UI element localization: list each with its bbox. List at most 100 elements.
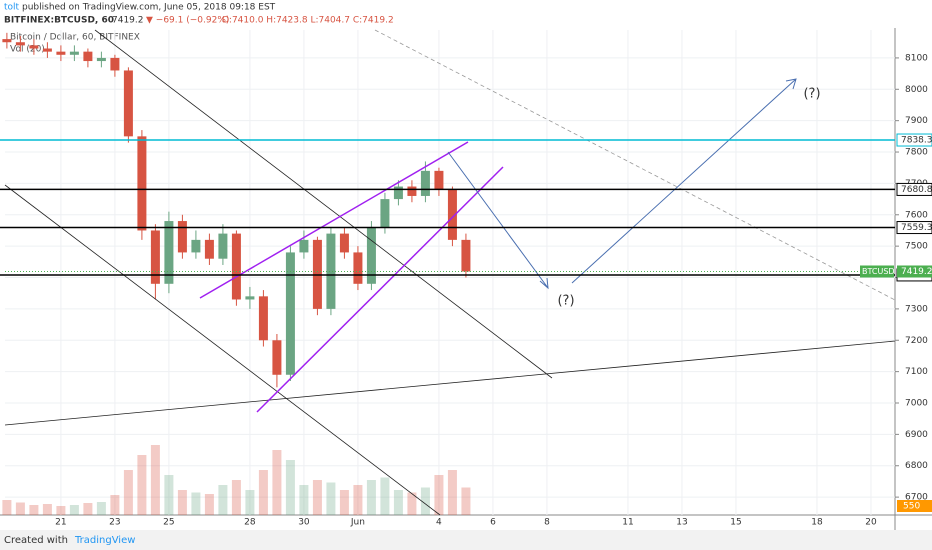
y-tick-label: 7000 [905, 399, 928, 409]
volume-bar [434, 475, 444, 515]
last-price-label: 7419.2 [901, 267, 932, 277]
x-tick-label: 20 [865, 518, 877, 528]
last-price-name-box [860, 265, 894, 278]
volume-bar [110, 495, 120, 515]
candle-body [218, 233, 228, 259]
legend-volume: Vol (20) [10, 45, 45, 55]
volume-bar [326, 482, 336, 515]
candle-body [2, 39, 12, 43]
candle-body [231, 233, 241, 300]
footer-bar [0, 530, 932, 550]
x-tick-label: 8 [544, 518, 550, 528]
volume-bar [83, 503, 93, 515]
volume-bar [69, 505, 79, 515]
trendline [94, 29, 553, 379]
volume-bar [231, 480, 241, 515]
drawings [4, 29, 896, 516]
legend-title: Bitcoin / Dollar, 60, BITFINEX [10, 33, 140, 43]
y-tick-label: 7600 [905, 210, 928, 220]
channel-line [199, 141, 469, 299]
x-tick-label: 21 [55, 518, 66, 528]
symbol: BITFINEX:BTCUSD, 60 [4, 16, 114, 26]
x-tick-label: 23 [109, 518, 120, 528]
y-tick-label: 6700 [905, 493, 928, 503]
candle-body [150, 230, 160, 284]
candle-body [258, 296, 268, 341]
volume-bar [407, 492, 417, 515]
volume-bar [312, 480, 322, 515]
candle-body [42, 48, 52, 52]
candle-body [96, 57, 106, 62]
candle-body [56, 51, 66, 55]
volume-bar [137, 455, 147, 515]
candle-body [353, 252, 363, 284]
arrow [571, 78, 797, 284]
footer-brand: TradingView [74, 535, 135, 546]
volume-bar [123, 470, 133, 515]
volume-bar [164, 475, 174, 515]
volume-bar [393, 490, 403, 515]
annotation: (?) [803, 87, 820, 102]
volume-bar [218, 485, 228, 515]
arrow [447, 151, 549, 290]
header-price: 7419.2 [112, 16, 144, 26]
volume-bar [299, 485, 309, 515]
last-price-name: BTCUSD [862, 267, 895, 276]
level-box [896, 221, 932, 235]
volume-bar [366, 480, 376, 515]
x-tick-label: 4 [436, 518, 442, 528]
x-tick-label: 18 [811, 518, 823, 528]
y-tick-label: 8000 [905, 85, 928, 95]
volume-bar [245, 490, 255, 515]
published: published on TradingView.com, June 05, 2… [22, 3, 276, 13]
volume-bar [447, 470, 457, 515]
y-tick-label: 7500 [905, 242, 928, 252]
volume-bar [420, 487, 430, 515]
y-tick-label: 8100 [905, 53, 928, 63]
x-tick-label: 15 [730, 518, 741, 528]
candle-body [407, 186, 417, 196]
candle-body [326, 233, 336, 309]
author: tolt [4, 3, 20, 13]
level-box [896, 133, 932, 147]
candle-body [285, 252, 295, 375]
y-tick-label: 6900 [905, 430, 928, 440]
candle-body [245, 296, 255, 300]
x-tick-label: 11 [622, 518, 633, 528]
y-tick-label: 6800 [905, 461, 928, 471]
level-box [896, 182, 932, 196]
candle-body [123, 70, 133, 137]
plot [2, 30, 895, 515]
candle-body [461, 239, 471, 272]
volume-bar [461, 487, 471, 515]
candle-body [191, 239, 201, 253]
candle-body [15, 42, 25, 46]
candle-body [380, 199, 390, 228]
footer-created: Created with [4, 535, 68, 546]
candle-body [339, 233, 349, 253]
candle-body [204, 239, 214, 259]
volume-box [897, 500, 932, 512]
candle-body [393, 186, 403, 200]
candle-body [164, 221, 174, 284]
last-price-box [897, 265, 932, 278]
candle-body [420, 170, 430, 196]
volume-label: 550 [903, 502, 920, 512]
candle-body [299, 239, 309, 253]
volume-bar [177, 490, 187, 515]
volume-bar [339, 490, 349, 515]
header-change: ▼ −69.1 (−0.92%) [146, 16, 229, 26]
volume-bar [15, 502, 25, 515]
candle-body [177, 221, 187, 253]
x-tick-label: 13 [676, 518, 687, 528]
volume-bar [150, 445, 160, 515]
volume-bar [380, 477, 390, 515]
volume-bar [42, 504, 52, 515]
candle-body [137, 136, 147, 231]
volume-bar [96, 502, 106, 515]
level-label: 7559.3 [901, 223, 932, 233]
candle-body [83, 51, 93, 62]
volume-bar [29, 505, 39, 515]
x-tick-label: 6 [490, 518, 496, 528]
